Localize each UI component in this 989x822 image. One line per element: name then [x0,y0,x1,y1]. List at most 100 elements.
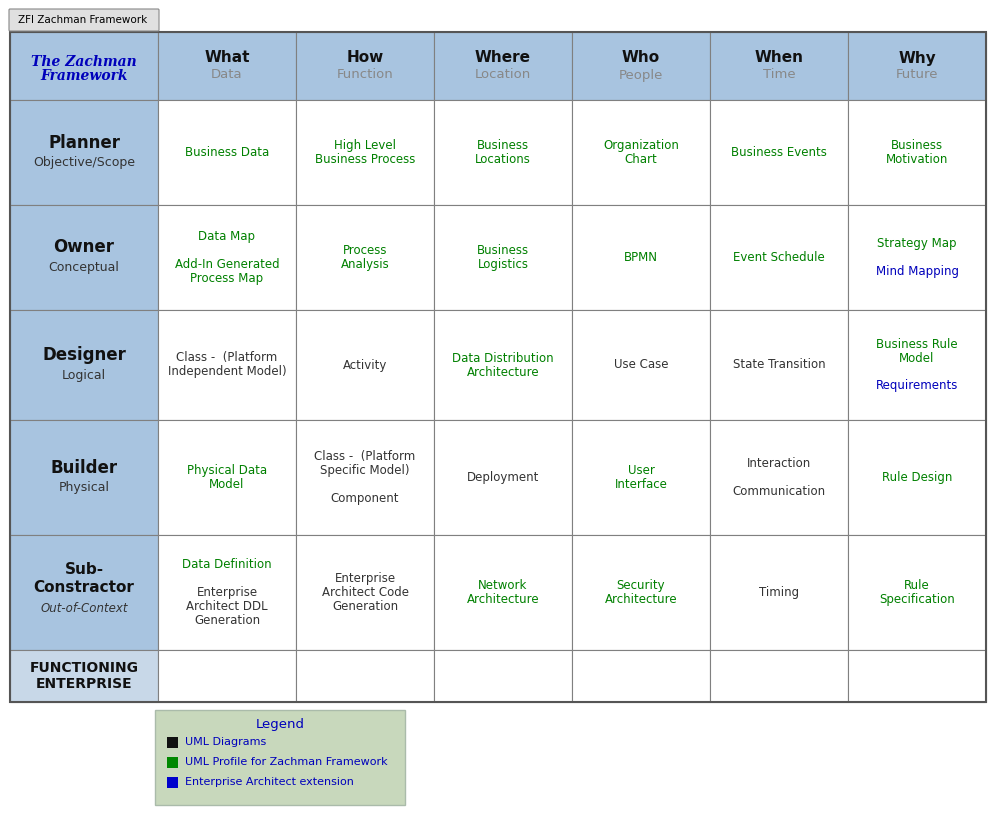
Bar [10,420,158,535]
Bar [710,32,848,100]
Bar [848,650,986,702]
Text: UML Profile for Zachman Framework: UML Profile for Zachman Framework [185,757,388,767]
Text: Business Rule: Business Rule [876,338,957,350]
Text: Data Map: Data Map [199,230,255,243]
Text: Business Events: Business Events [731,146,827,159]
Bar [296,535,434,650]
Text: Activity: Activity [343,358,387,372]
Text: Enterprise: Enterprise [334,572,396,585]
Bar [848,205,986,310]
Text: Data: Data [212,68,243,81]
Text: Enterprise: Enterprise [197,586,257,599]
Text: Physical Data: Physical Data [187,464,267,477]
Text: Class -  (Platform: Class - (Platform [315,450,415,463]
Text: What: What [205,50,250,66]
Bar [158,100,296,205]
Bar [710,310,848,420]
Text: Motivation: Motivation [886,153,948,166]
Text: Organization: Organization [603,139,678,152]
Text: Legend: Legend [255,718,305,731]
Bar [167,757,178,768]
Text: Security: Security [617,579,666,592]
Bar [434,205,572,310]
Text: Generation: Generation [332,600,398,613]
Bar [10,535,158,650]
Text: Strategy Map: Strategy Map [877,237,956,250]
Text: Out-of-Context: Out-of-Context [41,602,128,615]
Bar [434,100,572,205]
Bar [434,310,572,420]
Bar [10,205,158,310]
Text: Architecture: Architecture [467,593,539,606]
Text: Architecture: Architecture [604,593,677,606]
Text: Locations: Locations [475,153,531,166]
Bar [572,205,710,310]
Bar [296,205,434,310]
Bar [572,32,710,100]
Bar [167,777,178,788]
Bar [296,310,434,420]
Text: Builder: Builder [50,459,118,477]
Bar [848,420,986,535]
Bar [710,205,848,310]
Text: Framework: Framework [41,69,128,83]
Bar [296,650,434,702]
Text: When: When [755,50,803,66]
Bar [710,100,848,205]
Bar [848,535,986,650]
Text: Business: Business [477,244,529,257]
Bar [296,420,434,535]
Text: Specific Model): Specific Model) [320,464,409,477]
Text: Architect DDL: Architect DDL [186,600,268,613]
Text: Enterprise Architect extension: Enterprise Architect extension [185,777,354,787]
Text: Business Data: Business Data [185,146,269,159]
Bar [434,535,572,650]
Text: Add-In Generated: Add-In Generated [175,258,279,271]
Bar [167,737,178,748]
Bar [296,32,434,100]
Text: How: How [346,50,384,66]
Text: Specification: Specification [879,593,954,606]
Bar [434,32,572,100]
Text: Chart: Chart [625,153,658,166]
Text: Network: Network [479,579,528,592]
Text: Future: Future [896,68,939,81]
Bar [572,420,710,535]
Text: Objective/Scope: Objective/Scope [33,156,135,169]
Text: Timing: Timing [759,586,799,599]
Text: Process Map: Process Map [191,272,263,285]
Bar [434,650,572,702]
Text: Class -  (Platform: Class - (Platform [176,352,278,364]
Bar [572,535,710,650]
Bar [158,420,296,535]
Text: Sub-
Constractor: Sub- Constractor [34,562,135,594]
Text: Physical: Physical [58,481,110,494]
Text: Where: Where [475,50,531,66]
Text: Architect Code: Architect Code [321,586,408,599]
Text: Analysis: Analysis [340,258,390,271]
Bar [572,650,710,702]
Text: Generation: Generation [194,614,260,627]
Bar [10,650,158,702]
Text: Function: Function [336,68,394,81]
Text: Data Definition: Data Definition [182,558,272,571]
Bar [158,650,296,702]
Text: Process: Process [343,244,388,257]
Bar [155,710,405,805]
Text: Data Distribution: Data Distribution [452,352,554,364]
Text: Business: Business [891,139,944,152]
Bar [848,32,986,100]
Text: The Zachman: The Zachman [31,55,136,69]
Bar [296,100,434,205]
Text: Location: Location [475,68,531,81]
Text: Communication: Communication [733,485,826,498]
Text: Component: Component [330,492,400,505]
Bar [572,310,710,420]
Bar [158,205,296,310]
Text: High Level: High Level [334,139,396,152]
Bar [10,100,158,205]
Text: Deployment: Deployment [467,471,539,484]
Text: Why: Why [898,50,936,66]
Text: Rule Design: Rule Design [882,471,952,484]
Text: Mind Mapping: Mind Mapping [875,265,958,278]
